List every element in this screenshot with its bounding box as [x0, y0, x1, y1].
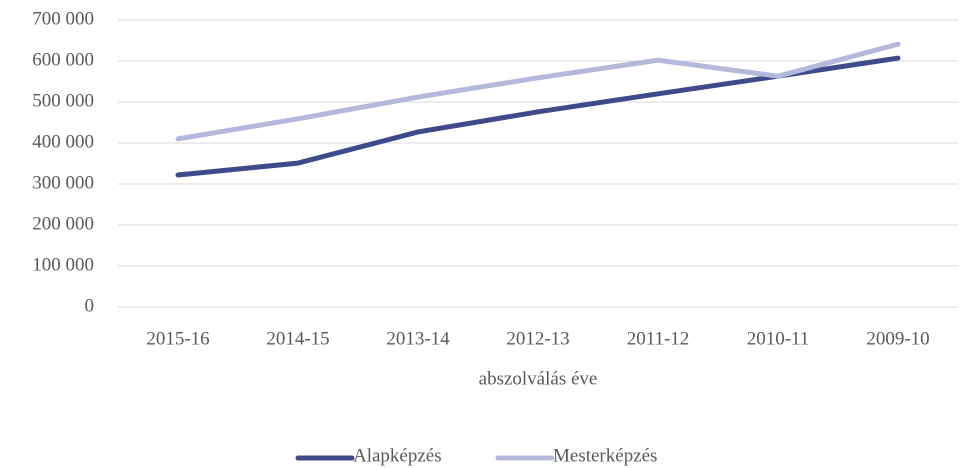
x-tick-label: 2014-15 [266, 328, 329, 349]
y-tick-label: 700 000 [32, 8, 94, 29]
y-tick-label: 500 000 [32, 90, 94, 111]
legend-label: Mesterképzés [553, 445, 657, 466]
x-tick-label: 2012-13 [506, 328, 569, 349]
x-tick-label: 2010-11 [747, 328, 810, 349]
y-tick-label: 0 [85, 295, 95, 316]
y-tick-label: 300 000 [32, 172, 94, 193]
x-tick-label: 2015-16 [146, 328, 209, 349]
legend-label: Alapképzés [353, 445, 442, 466]
y-tick-label: 200 000 [32, 213, 94, 234]
y-tick-label: 600 000 [32, 49, 94, 70]
x-tick-label: 2011-12 [627, 328, 690, 349]
x-axis-label: abszolválás éve [479, 368, 598, 389]
line-series [175, 41, 901, 142]
y-tick-label: 400 000 [32, 131, 94, 152]
x-tick-label: 2013-14 [386, 328, 450, 349]
x-tick-label: 2009-10 [866, 328, 929, 349]
y-tick-label: 100 000 [32, 254, 94, 275]
